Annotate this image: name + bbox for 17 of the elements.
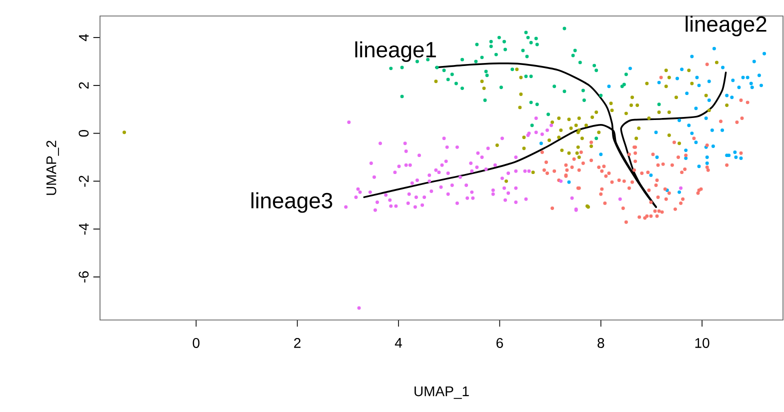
x-tick-label: 4 bbox=[394, 338, 402, 348]
y-axis-title: UMAP_2 bbox=[46, 140, 59, 195]
y-tick-label: -6 bbox=[78, 271, 89, 283]
x-tick-label: 10 bbox=[695, 338, 710, 348]
y-tick-label: -4 bbox=[79, 223, 89, 235]
x-tick-label: 6 bbox=[496, 338, 503, 348]
y-tick-label: -2 bbox=[78, 176, 89, 187]
text: lineage2 bbox=[686, 16, 766, 36]
x-axis-title: UMAP_1 bbox=[414, 386, 469, 399]
y-tick-label: 0 bbox=[78, 130, 89, 137]
series-label: lineage3 bbox=[251, 192, 332, 213]
y-tick-label: 2 bbox=[78, 82, 89, 89]
series-label: lineage1 bbox=[355, 41, 436, 62]
y-tick-label: 4 bbox=[79, 34, 89, 42]
x-tick-label: 8 bbox=[598, 338, 604, 348]
x-tick-label: 0 bbox=[192, 338, 200, 348]
x-tick-label: 2 bbox=[294, 338, 300, 348]
